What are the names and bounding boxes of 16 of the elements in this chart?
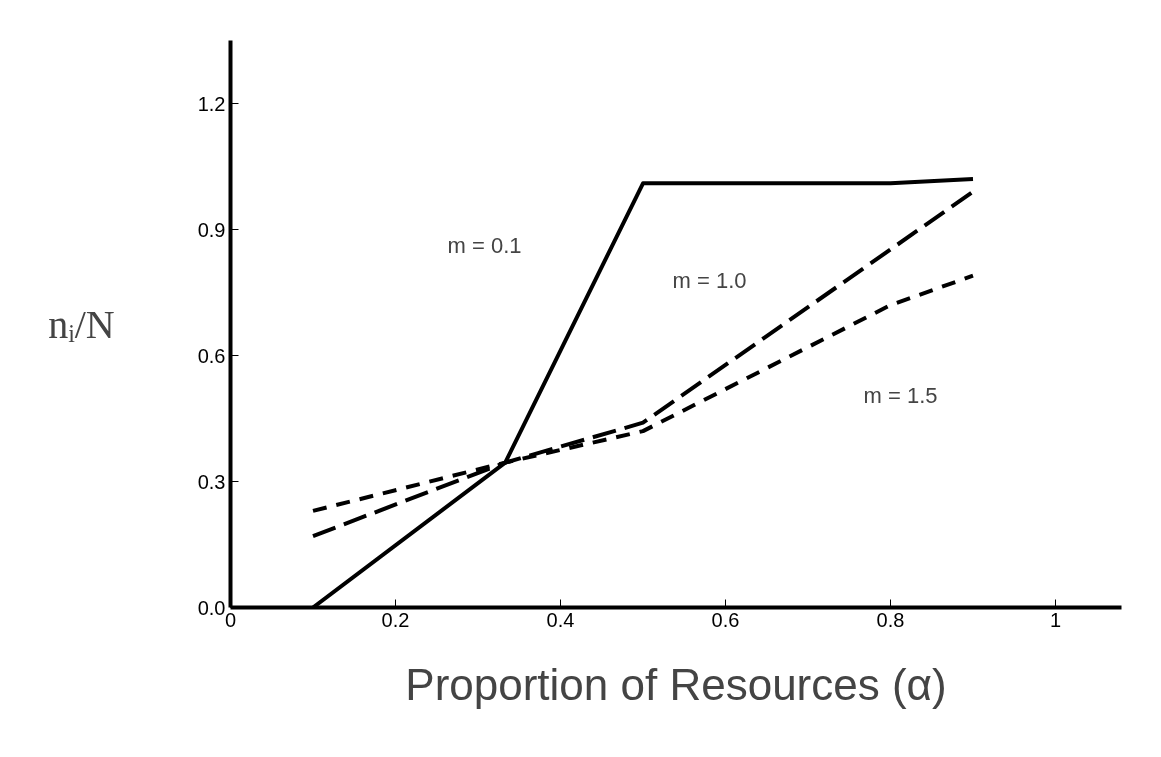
annotation: m = 0.1 bbox=[447, 233, 522, 258]
y-tick-label: 1.2 bbox=[197, 92, 226, 115]
annotation: m = 1.5 bbox=[863, 383, 938, 408]
y-tick-label: 0.0 bbox=[197, 596, 226, 619]
x-tick-label: 0.8 bbox=[876, 608, 905, 631]
y-tick-label: 0.3 bbox=[197, 470, 226, 493]
x-tick-label: 0 bbox=[224, 608, 237, 631]
y-tick-label: 0.6 bbox=[197, 344, 226, 367]
annotation: m = 1.0 bbox=[672, 268, 747, 293]
y-tick-label: 0.9 bbox=[197, 218, 226, 241]
x-tick-label: 0.6 bbox=[711, 608, 740, 631]
y-axis-title: nᵢ/N bbox=[48, 301, 115, 347]
x-tick-label: 0.4 bbox=[546, 608, 575, 631]
x-tick-label: 1 bbox=[1049, 608, 1062, 631]
x-tick-label: 0.2 bbox=[381, 608, 410, 631]
x-axis-title: Proportion of Resources (α) bbox=[405, 659, 947, 709]
